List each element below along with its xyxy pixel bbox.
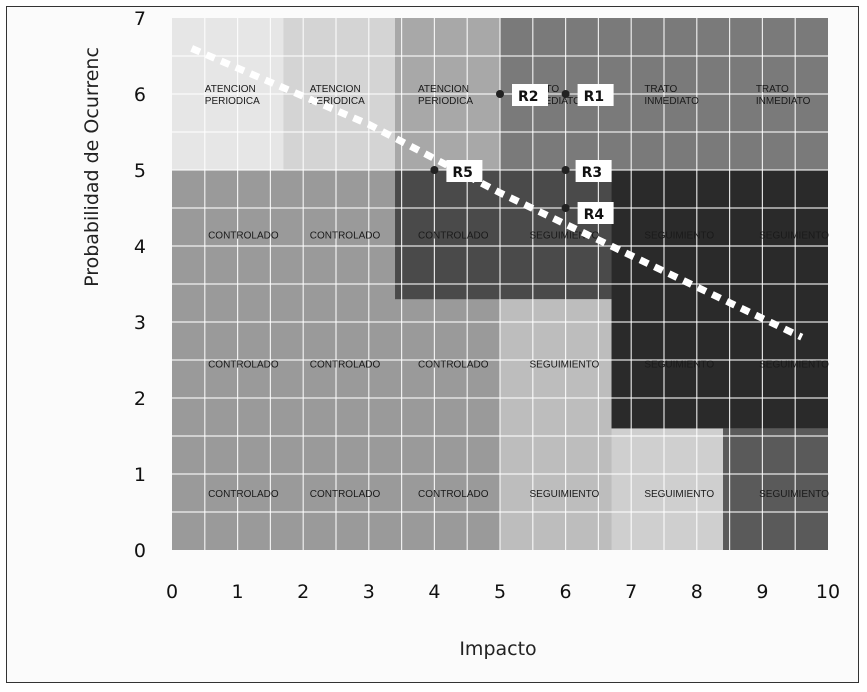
zone-label: SEGUIMIENTO xyxy=(530,360,600,371)
risk-point-label-box xyxy=(446,160,483,182)
zone-label: SEGUIMIENTO xyxy=(530,230,600,241)
zone-label: ATENCION PERIODICA xyxy=(205,84,260,107)
x-axis-title: Impacto xyxy=(459,638,536,660)
zone-label: CONTROLADO xyxy=(208,360,279,371)
risk-zone xyxy=(611,428,724,550)
risk-zone xyxy=(395,299,500,550)
y-tick-label: 2 xyxy=(134,388,146,410)
risk-point-marker xyxy=(430,166,439,174)
x-tick-label: 7 xyxy=(625,581,637,603)
risk-point-marker xyxy=(561,90,570,98)
y-tick-label: 6 xyxy=(134,84,146,106)
zone-label: CONTROLADO xyxy=(208,489,279,500)
risk-point-label-box xyxy=(575,160,612,182)
x-tick-label: 2 xyxy=(297,581,309,603)
zone-label: SEGUIMIENTO xyxy=(530,489,600,500)
y-tick-labels: 0 1 2 3 4 5 6 7 xyxy=(134,8,146,562)
x-tick-label: 5 xyxy=(494,581,506,603)
y-axis-title: Probabilidad de Ocurrenc xyxy=(81,47,103,287)
risk-zone xyxy=(723,428,828,550)
zone-label: CONTROLADO xyxy=(310,489,381,500)
x-tick-label: 10 xyxy=(816,581,840,603)
x-tick-labels: 0 1 2 3 4 5 6 7 8 9 10 xyxy=(166,581,840,603)
y-tick-label: 1 xyxy=(134,464,146,486)
risk-point-label-box xyxy=(577,84,614,106)
y-tick-label: 5 xyxy=(134,160,146,182)
y-tick-label: 4 xyxy=(134,236,146,258)
risk-point-marker xyxy=(561,166,570,174)
zone-label: SEGUIMIENTO xyxy=(759,360,829,371)
zone-label: SEGUIMIENTO xyxy=(644,489,714,500)
risk-point-label-box xyxy=(577,202,614,224)
risk-point-label: R1 xyxy=(584,89,605,105)
zone-label: CONTROLADO xyxy=(208,230,279,241)
x-tick-label: 9 xyxy=(756,581,768,603)
threshold-line xyxy=(190,45,804,341)
risk-point-label-box xyxy=(512,84,548,106)
zone-label: CONTROLADO xyxy=(310,360,381,371)
risk-point-label: R5 xyxy=(452,165,473,181)
y-tick-label: 0 xyxy=(134,540,146,562)
risk-zone xyxy=(395,170,500,300)
risk-point-label: R4 xyxy=(584,207,605,223)
zone-label: CONTROLADO xyxy=(310,230,381,241)
risk-point-label: R3 xyxy=(582,165,603,181)
zone-label: SEGUIMIENTO xyxy=(759,489,829,500)
zone-label: ATENCION PERIODICA xyxy=(310,84,365,107)
zone-label: CONTROLADO xyxy=(418,489,489,500)
grid-layer xyxy=(172,18,828,550)
risk-points-layer: R1 R2 R3 R4 R5 xyxy=(430,84,614,224)
risk-point-label: R2 xyxy=(518,89,539,105)
zone-label: SEGUIMIENTO xyxy=(644,360,714,371)
risk-zone xyxy=(500,299,612,550)
x-tick-label: 0 xyxy=(166,581,178,603)
x-tick-label: 6 xyxy=(560,581,572,603)
x-tick-label: 4 xyxy=(428,581,440,603)
zone-label: SEGUIMIENTO xyxy=(644,230,714,241)
x-tick-label: 1 xyxy=(232,581,244,603)
x-tick-label: 8 xyxy=(691,581,703,603)
x-tick-label: 3 xyxy=(363,581,375,603)
zone-label: CONTROLADO xyxy=(418,230,489,241)
risk-zone xyxy=(500,170,612,300)
y-tick-label: 3 xyxy=(134,312,146,334)
risk-point-marker xyxy=(561,204,570,212)
threshold-layer xyxy=(190,45,804,341)
zone-labels-layer: ATENCION PERIODICA ATENCION PERIODICA ATENCI… xyxy=(205,84,829,500)
zone-label: CONTROLADO xyxy=(418,360,489,371)
risk-point-marker xyxy=(496,90,504,98)
zone-label: ATENCION PERIODICA xyxy=(418,84,473,107)
y-tick-label: 7 xyxy=(134,8,146,30)
zone-label: SEGUIMIENTO xyxy=(759,230,829,241)
